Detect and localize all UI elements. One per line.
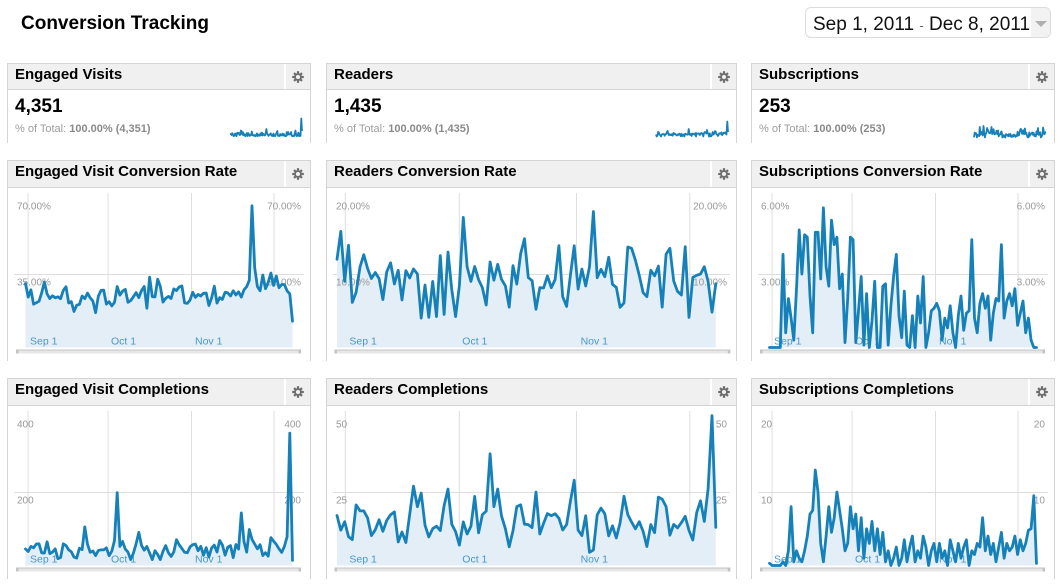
svg-text:Sep 1: Sep 1 [774, 336, 802, 348]
svg-text:Nov 1: Nov 1 [581, 554, 609, 566]
svg-text:3.00%: 3.00% [1017, 278, 1045, 289]
svg-text:6.00%: 6.00% [1017, 202, 1045, 213]
svg-text:70.00%: 70.00% [17, 202, 51, 213]
svg-text:20.00%: 20.00% [336, 202, 370, 213]
svg-text:20: 20 [761, 420, 773, 431]
svg-text:35.00%: 35.00% [267, 278, 301, 289]
svg-text:200: 200 [17, 496, 34, 507]
svg-text:Nov 1: Nov 1 [195, 554, 223, 566]
svg-text:400: 400 [17, 420, 34, 431]
svg-text:400: 400 [284, 420, 301, 431]
svg-text:Nov 1: Nov 1 [195, 336, 223, 348]
svg-text:Oct 1: Oct 1 [462, 554, 487, 566]
svg-text:50: 50 [716, 420, 728, 431]
svg-text:Oct 1: Oct 1 [111, 336, 136, 348]
svg-text:6.00%: 6.00% [761, 202, 789, 213]
svg-text:10.00%: 10.00% [336, 278, 370, 289]
svg-text:Nov 1: Nov 1 [939, 336, 967, 348]
svg-text:50: 50 [336, 420, 348, 431]
svg-text:10.00%: 10.00% [693, 278, 727, 289]
svg-text:25: 25 [716, 496, 728, 507]
svg-text:3.00%: 3.00% [761, 278, 789, 289]
svg-text:Nov 1: Nov 1 [581, 336, 609, 348]
svg-text:70.00%: 70.00% [267, 202, 301, 213]
svg-text:Sep 1: Sep 1 [30, 336, 58, 348]
svg-text:200: 200 [284, 496, 301, 507]
svg-text:Sep 1: Sep 1 [349, 336, 377, 348]
svg-text:Sep 1: Sep 1 [30, 554, 58, 566]
svg-text:20.00%: 20.00% [693, 202, 727, 213]
svg-text:10: 10 [1034, 496, 1046, 507]
svg-text:20: 20 [1034, 420, 1046, 431]
svg-text:35.00%: 35.00% [17, 278, 51, 289]
svg-text:Oct 1: Oct 1 [855, 554, 880, 566]
svg-text:10: 10 [761, 496, 773, 507]
svg-text:25: 25 [336, 496, 348, 507]
svg-text:Oct 1: Oct 1 [462, 336, 487, 348]
svg-text:Sep 1: Sep 1 [349, 554, 377, 566]
